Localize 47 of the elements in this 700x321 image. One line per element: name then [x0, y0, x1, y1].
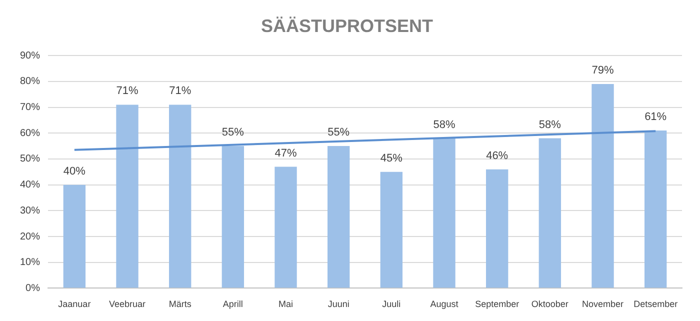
x-tick-label: Veebruar [108, 299, 146, 310]
bar [274, 166, 297, 288]
chart-title: SÄÄSTUPROTSENT [260, 16, 434, 36]
y-tick-label: 30% [20, 205, 40, 216]
x-tick-label: November [582, 299, 624, 310]
data-label: 47% [274, 147, 297, 160]
data-label: 71% [116, 85, 138, 98]
bar [486, 169, 508, 288]
bar [169, 104, 192, 288]
bar [327, 146, 350, 288]
y-tick-label: 90% [20, 50, 40, 62]
data-label: 71% [169, 85, 192, 98]
data-label: 58% [538, 118, 562, 131]
x-tick-label: August [430, 299, 459, 310]
data-label: 46% [486, 150, 508, 162]
y-tick-label: 70% [20, 102, 40, 114]
y-tick-label: 40% [20, 180, 40, 191]
y-tick-label: 60% [20, 128, 40, 139]
y-tick-label: 50% [20, 154, 40, 165]
bar [63, 184, 86, 288]
bar [222, 146, 244, 288]
x-tick-label: Juuli [382, 299, 401, 310]
bar [538, 138, 562, 288]
data-label: 55% [328, 126, 350, 139]
data-label: 61% [644, 111, 667, 124]
bar [433, 138, 456, 288]
x-tick-label: Detsember [634, 299, 678, 310]
data-label: 79% [592, 64, 614, 77]
x-tick-label: Märts [168, 299, 192, 310]
x-tick-label: Jaanuar [58, 299, 91, 310]
x-tick-label: Juuni [328, 299, 350, 310]
y-tick-label: 0% [26, 282, 40, 294]
data-label: 58% [433, 118, 456, 131]
x-tick-label: Mai [278, 299, 294, 310]
y-tick-label: 10% [20, 257, 40, 268]
data-label: 45% [380, 152, 403, 164]
y-tick-label: 20% [20, 231, 40, 242]
bar [380, 172, 403, 288]
y-tick-label: 80% [20, 76, 40, 88]
data-label: 55% [222, 126, 244, 139]
bar [592, 84, 614, 288]
bar [644, 130, 667, 288]
bar [116, 104, 138, 288]
data-label: 40% [63, 165, 86, 178]
x-tick-label: Oktoober [531, 299, 568, 310]
x-tick-label: Aprill [222, 299, 243, 310]
x-tick-label: September [475, 299, 520, 310]
